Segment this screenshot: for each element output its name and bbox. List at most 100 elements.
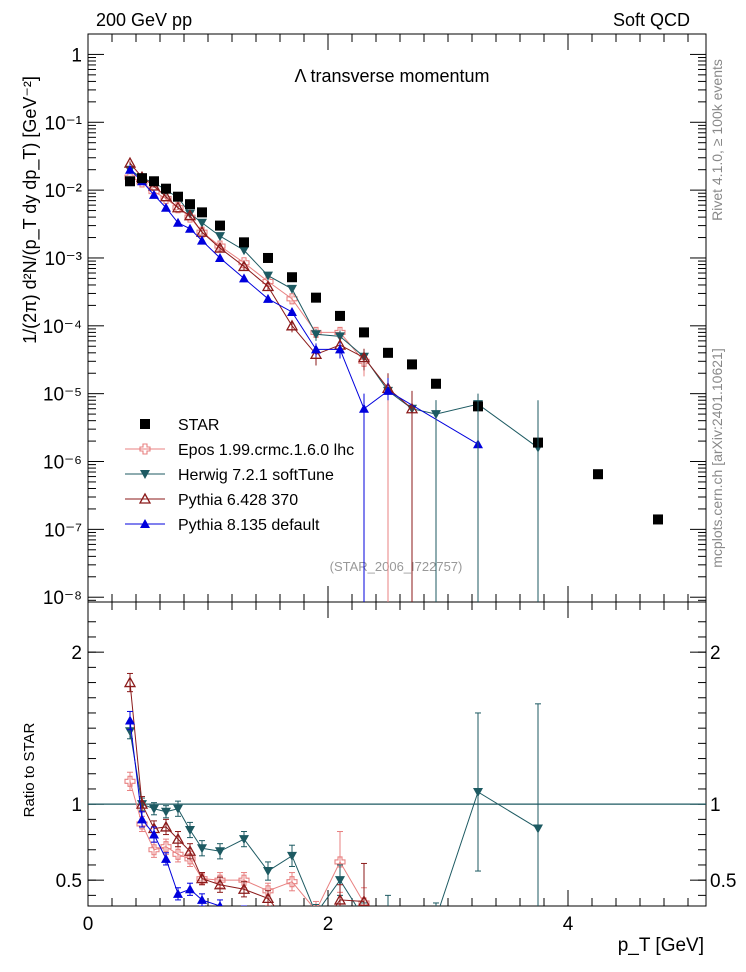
ratio-point <box>161 807 171 817</box>
x-axis-label: p_T [GeV] <box>618 935 704 956</box>
legend-entry: Herwig 7.2.1 softTune <box>125 467 334 484</box>
main-point <box>137 173 147 184</box>
ratio-y-tick-label-right: 1 <box>710 795 721 816</box>
header-left-label: 200 GeV pp <box>96 10 192 30</box>
main-y-tick-label: 10⁻⁶ <box>43 453 82 474</box>
main-series-pythia-8-135-default <box>125 164 483 469</box>
ratio-point <box>217 901 223 906</box>
ratio-series-layer <box>123 672 543 937</box>
ratio-point <box>311 910 321 919</box>
legend-entry: STAR <box>140 417 219 434</box>
main-point <box>197 218 207 228</box>
ratio-point <box>431 914 441 923</box>
ratio-point <box>148 844 160 856</box>
main-point <box>383 385 393 395</box>
ratio-point <box>160 841 172 853</box>
legend-label: STAR <box>178 417 219 434</box>
ratio-point <box>215 847 225 857</box>
main-point <box>653 514 663 525</box>
ratio-point <box>263 867 273 877</box>
ratio-point <box>287 851 297 861</box>
main-point <box>185 199 195 210</box>
ratio-point <box>334 856 346 868</box>
legend-entry: Pythia 6.428 370 <box>125 492 298 509</box>
ratio-point <box>137 814 147 824</box>
main-point <box>285 319 299 331</box>
main-point <box>593 469 603 480</box>
main-point <box>311 344 321 354</box>
main-y-tick-label: 10⁻⁴ <box>43 317 82 338</box>
ratio-point <box>183 844 197 856</box>
ratio-point <box>172 848 184 860</box>
main-point <box>161 202 171 212</box>
legend-label: Pythia 6.428 370 <box>178 492 298 509</box>
ratio-point <box>159 820 173 832</box>
ratio-point <box>173 804 183 814</box>
main-point <box>213 241 227 253</box>
main-y-tick-label: 1 <box>71 45 82 66</box>
legend-entry: Pythia 8.135 default <box>125 517 320 534</box>
main-point <box>287 284 297 294</box>
ratio-point <box>213 878 227 890</box>
ratio-y-tick-label: 1 <box>71 795 82 816</box>
ratio-point <box>237 882 251 894</box>
ratio-point <box>287 922 297 931</box>
main-series-layer <box>123 156 663 602</box>
main-point <box>149 176 159 187</box>
legend: STAR Epos 1.99.crmc.1.6.0 lhc Herwig 7.2.1… <box>125 417 354 534</box>
main-point <box>159 190 173 202</box>
main-point <box>185 223 195 233</box>
ratio-series-pythia-6-428-370 <box>123 672 371 937</box>
ratio-point <box>473 788 483 797</box>
main-point <box>357 351 371 363</box>
main-y-tick-label: 10⁻⁷ <box>44 520 82 541</box>
main-point <box>197 207 207 218</box>
main-point <box>261 280 275 292</box>
main-point <box>407 359 417 370</box>
main-point <box>239 237 249 248</box>
main-series-line <box>129 162 413 410</box>
ratio-point <box>311 928 321 937</box>
main-point <box>197 235 207 245</box>
mcplots-source-label: mcplots.cern.ch [arXiv:2401.10621] <box>709 348 725 567</box>
main-point <box>286 293 298 305</box>
main-point <box>287 306 297 316</box>
analysis-label: (STAR_2006_I722757) <box>330 559 463 574</box>
main-y-tick-label: 10⁻⁵ <box>43 385 82 406</box>
rivet-version-label: Rivet 4.1.0, ≥ 100k events <box>709 59 725 221</box>
legend-marker <box>140 470 150 479</box>
legend-marker <box>138 492 152 504</box>
main-point <box>215 232 225 242</box>
ratio-point <box>195 872 209 884</box>
ratio-axes: 0.5 0.5 1 1 2 2 0 2 4 <box>56 602 736 935</box>
main-point <box>183 209 197 221</box>
header-right-label: Soft QCD <box>613 10 690 30</box>
main-point <box>215 220 225 231</box>
main-ylabel: 1/(2π) d²N/(p_T dy dp_T) [GeV⁻²] <box>20 76 41 344</box>
ratio-series-pythia-8-135-default <box>125 710 247 906</box>
main-y-tick-label: 10⁻³ <box>45 249 83 270</box>
main-axes: 1 10⁻¹ 10⁻² 10⁻³ 10⁻⁴ 10⁻⁵ 10⁻⁶ 10⁻⁷ 10⁻⁸ <box>43 33 706 609</box>
main-point <box>215 252 225 262</box>
main-point <box>262 275 274 288</box>
main-point <box>287 272 297 283</box>
ratio-ylabel: Ratio to STAR <box>21 722 38 817</box>
x-tick-label: 2 <box>323 914 334 935</box>
ratio-series-herwig-7-2-1-softtune <box>125 703 543 931</box>
main-point <box>311 292 321 303</box>
legend-marker <box>140 519 150 528</box>
main-point <box>171 201 185 213</box>
ratio-point <box>407 922 417 931</box>
main-y-tick-label: 10⁻² <box>45 181 83 202</box>
chart-title: Λ transverse momentum <box>294 66 489 86</box>
main-point <box>335 310 345 321</box>
main-point <box>239 273 249 283</box>
main-y-tick-label: 10⁻⁸ <box>43 588 82 609</box>
ratio-point <box>171 832 185 844</box>
legend-label: Herwig 7.2.1 softTune <box>178 467 334 484</box>
main-series-star <box>125 173 663 525</box>
main-point <box>125 164 135 174</box>
ratio-point <box>238 874 250 886</box>
ratio-point <box>149 804 159 814</box>
ratio-y-tick-label: 2 <box>71 643 82 664</box>
